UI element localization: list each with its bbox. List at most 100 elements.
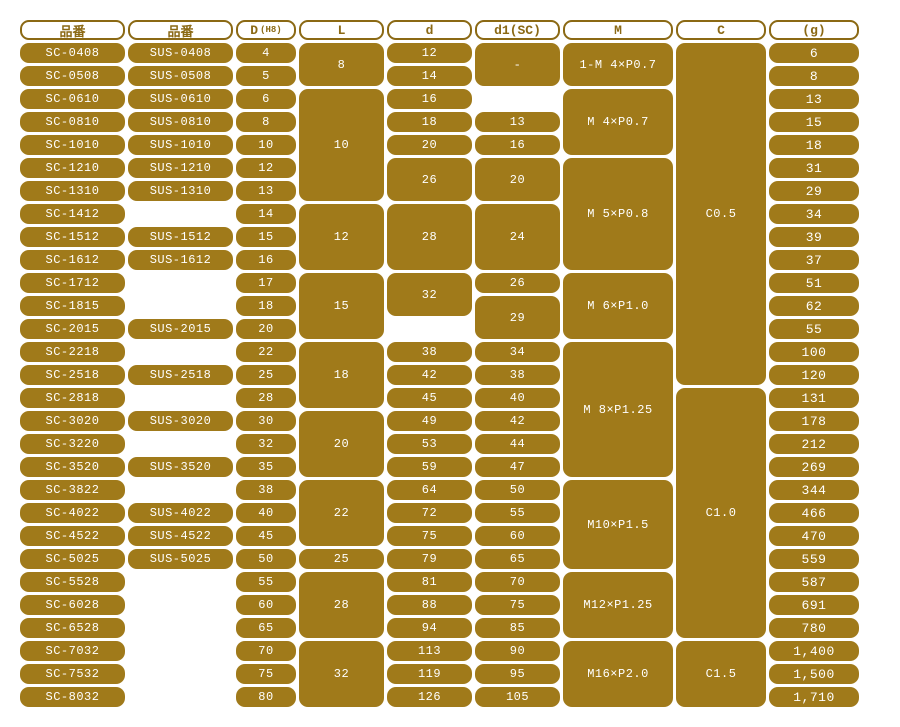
table-cell: 32 (387, 273, 472, 316)
table-cell: 51 (769, 273, 859, 293)
table-cell (128, 342, 233, 362)
column-d1: d1(SC)-131620242629343840424447505560657… (475, 20, 560, 707)
table-cell: 75 (387, 526, 472, 546)
table-cell: 10 (236, 135, 296, 155)
table-cell: SUS-1010 (128, 135, 233, 155)
table-cell: 25 (236, 365, 296, 385)
table-cell: 587 (769, 572, 859, 592)
table-cell: C1.0 (676, 388, 766, 638)
table-cell: SC-1412 (20, 204, 125, 224)
table-cell: 22 (236, 342, 296, 362)
table-cell: SC-4022 (20, 503, 125, 523)
table-cell: 38 (387, 342, 472, 362)
table-cell: 35 (236, 457, 296, 477)
table-cell: 42 (387, 365, 472, 385)
table-cell: 26 (475, 273, 560, 293)
table-cell (387, 319, 472, 339)
table-cell (128, 296, 233, 316)
table-cell: 269 (769, 457, 859, 477)
table-cell: 18 (236, 296, 296, 316)
table-cell: SUS-3020 (128, 411, 233, 431)
table-cell: M 5×P0.8 (563, 158, 673, 270)
table-cell: 59 (387, 457, 472, 477)
table-cell: 13 (236, 181, 296, 201)
table-cell: SC-1010 (20, 135, 125, 155)
table-cell: 90 (475, 641, 560, 661)
table-cell: 34 (769, 204, 859, 224)
table-cell: C1.5 (676, 641, 766, 707)
table-cell: M 8×P1.25 (563, 342, 673, 477)
table-cell: 55 (769, 319, 859, 339)
table-cell: SC-2518 (20, 365, 125, 385)
table-cell: 26 (387, 158, 472, 201)
table-cell: M10×P1.5 (563, 480, 673, 569)
table-cell: 15 (236, 227, 296, 247)
table-cell: SC-2218 (20, 342, 125, 362)
table-cell: 1,710 (769, 687, 859, 707)
table-cell: 45 (387, 388, 472, 408)
table-cell: 14 (236, 204, 296, 224)
table-cell: 85 (475, 618, 560, 638)
table-cell: SUS-0810 (128, 112, 233, 132)
table-cell: 6 (236, 89, 296, 109)
table-cell: 20 (236, 319, 296, 339)
table-cell: 16 (475, 135, 560, 155)
table-cell (128, 687, 233, 707)
column-C: CC0.5C1.0C1.5 (676, 20, 766, 707)
table-cell: 20 (475, 158, 560, 201)
table-cell: 40 (475, 388, 560, 408)
table-cell: 691 (769, 595, 859, 615)
table-cell: SUS-0408 (128, 43, 233, 63)
table-cell: 29 (475, 296, 560, 339)
column-L: L8101215182022252832 (299, 20, 384, 707)
table-cell: 31 (769, 158, 859, 178)
table-cell: 79 (387, 549, 472, 569)
table-cell (128, 273, 233, 293)
table-cell: 38 (236, 480, 296, 500)
table-cell: C0.5 (676, 43, 766, 385)
table-cell: 60 (236, 595, 296, 615)
table-cell: SC-5528 (20, 572, 125, 592)
table-cell: SUS-5025 (128, 549, 233, 569)
table-cell: 22 (299, 480, 384, 546)
table-cell: SC-3220 (20, 434, 125, 454)
column-header-L: L (299, 20, 384, 40)
table-cell: SC-5025 (20, 549, 125, 569)
column-header-g: (g) (769, 20, 859, 40)
table-cell: M16×P2.0 (563, 641, 673, 707)
table-cell: 119 (387, 664, 472, 684)
table-cell: 72 (387, 503, 472, 523)
table-cell: 25 (299, 549, 384, 569)
column-header-M: M (563, 20, 673, 40)
table-cell: 64 (387, 480, 472, 500)
table-cell: 15 (299, 273, 384, 339)
table-cell: SC-6528 (20, 618, 125, 638)
table-cell: SC-6028 (20, 595, 125, 615)
table-cell: SUS-2015 (128, 319, 233, 339)
table-cell: 40 (236, 503, 296, 523)
table-cell: 18 (299, 342, 384, 408)
table-cell (128, 388, 233, 408)
table-cell: 28 (387, 204, 472, 270)
table-cell: SC-1815 (20, 296, 125, 316)
table-cell: 12 (299, 204, 384, 270)
table-cell: 131 (769, 388, 859, 408)
table-cell: 466 (769, 503, 859, 523)
table-cell: 113 (387, 641, 472, 661)
table-cell: 29 (769, 181, 859, 201)
table-cell: 120 (769, 365, 859, 385)
table-cell: 8 (236, 112, 296, 132)
table-cell: 95 (475, 664, 560, 684)
table-cell: 65 (236, 618, 296, 638)
table-cell: 65 (475, 549, 560, 569)
table-cell: 16 (387, 89, 472, 109)
table-cell: 75 (475, 595, 560, 615)
table-cell: 8 (299, 43, 384, 86)
table-cell: 42 (475, 411, 560, 431)
table-cell: 34 (475, 342, 560, 362)
table-cell: 178 (769, 411, 859, 431)
table-cell: SC-1210 (20, 158, 125, 178)
table-cell (128, 204, 233, 224)
column-header-D: D(H8) (236, 20, 296, 40)
column-M: M1-M 4×P0.7M 4×P0.7M 5×P0.8M 6×P1.0M 8×P… (563, 20, 673, 707)
